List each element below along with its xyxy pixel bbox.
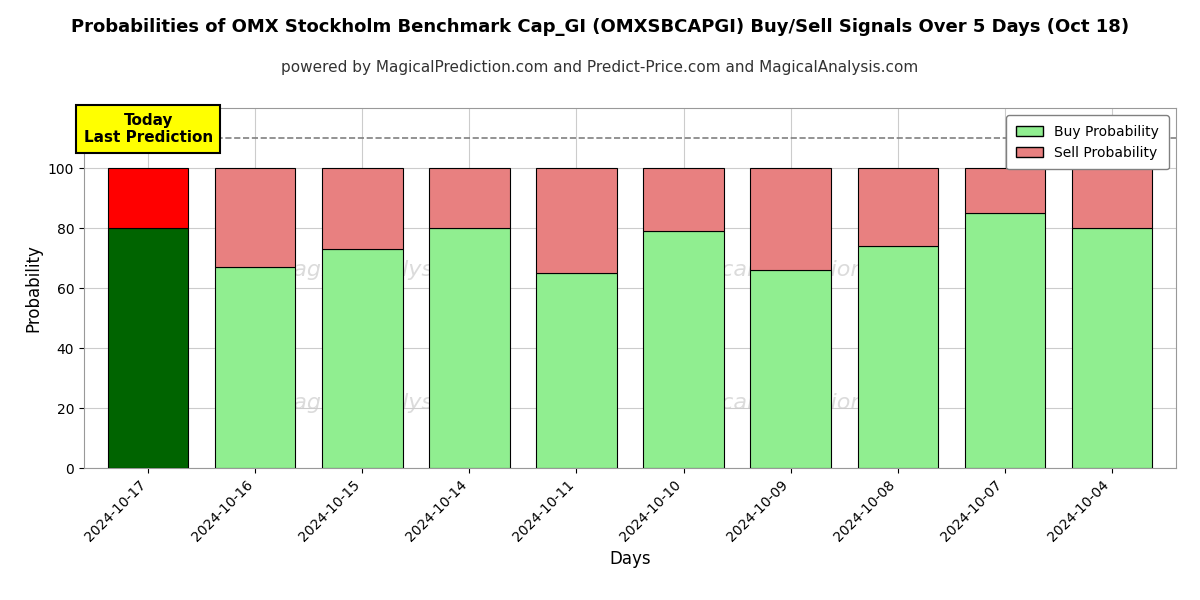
Bar bbox=[750, 270, 830, 468]
Bar bbox=[1072, 168, 1152, 228]
Bar bbox=[643, 168, 724, 231]
Text: Today
Last Prediction: Today Last Prediction bbox=[84, 113, 212, 145]
Bar bbox=[965, 213, 1045, 468]
Bar bbox=[323, 168, 402, 249]
Text: powered by MagicalPrediction.com and Predict-Price.com and MagicalAnalysis.com: powered by MagicalPrediction.com and Pre… bbox=[281, 60, 919, 75]
Bar bbox=[965, 168, 1045, 213]
Bar bbox=[430, 228, 510, 468]
Bar bbox=[858, 168, 937, 246]
Legend: Buy Probability, Sell Probability: Buy Probability, Sell Probability bbox=[1006, 115, 1169, 169]
Text: MagicalAnalysis.com: MagicalAnalysis.com bbox=[274, 393, 505, 413]
Bar bbox=[215, 267, 295, 468]
Bar bbox=[1072, 228, 1152, 468]
Bar bbox=[643, 231, 724, 468]
Bar bbox=[215, 168, 295, 267]
Bar bbox=[536, 168, 617, 273]
Text: MagicalPrediction.com: MagicalPrediction.com bbox=[668, 393, 919, 413]
Bar bbox=[750, 168, 830, 270]
Bar bbox=[536, 273, 617, 468]
Text: MagicalPrediction.com: MagicalPrediction.com bbox=[668, 260, 919, 280]
Text: Probabilities of OMX Stockholm Benchmark Cap_GI (OMXSBCAPGI) Buy/Sell Signals Ov: Probabilities of OMX Stockholm Benchmark… bbox=[71, 18, 1129, 36]
Bar bbox=[108, 228, 188, 468]
Bar bbox=[108, 168, 188, 228]
Y-axis label: Probability: Probability bbox=[24, 244, 42, 332]
X-axis label: Days: Days bbox=[610, 550, 650, 568]
Bar bbox=[858, 246, 937, 468]
Bar bbox=[430, 168, 510, 228]
Bar bbox=[323, 249, 402, 468]
Text: MagicalAnalysis.com: MagicalAnalysis.com bbox=[274, 260, 505, 280]
